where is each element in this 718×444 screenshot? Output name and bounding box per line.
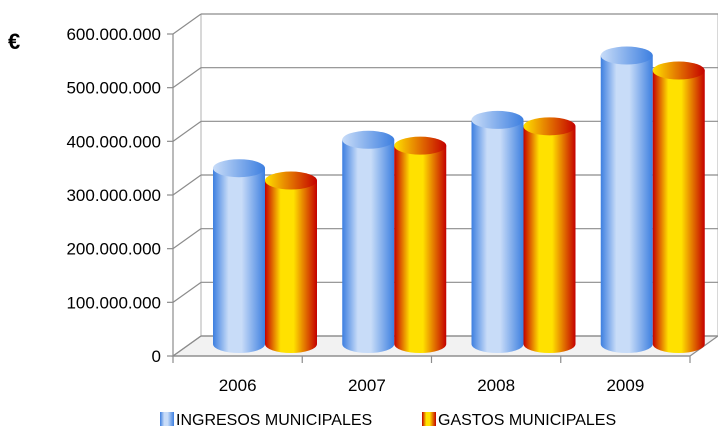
legend-item: INGRESOS MUNICIPALES	[160, 412, 372, 429]
bar-ingresos-2006	[213, 159, 265, 353]
gridline-diag	[172, 335, 202, 357]
bar-body	[471, 119, 524, 354]
bar-body	[265, 180, 317, 353]
gridline-diag	[172, 228, 202, 250]
legend-label: GASTOS MUNICIPALES	[438, 412, 616, 429]
bar-top	[652, 61, 705, 80]
bar-gastos-2009	[652, 61, 705, 353]
bar-top	[394, 136, 447, 155]
y-tick-label: 100.000.000	[66, 293, 161, 312]
bar-top	[342, 130, 395, 149]
y-tick-label: 600.000.000	[66, 25, 161, 44]
x-tick-label: 2007	[348, 376, 386, 395]
x-axis-labels: 2006 2007 2008 2009	[219, 376, 645, 395]
x-tick-label: 2009	[606, 376, 644, 395]
y-axis-labels: 0 100.000.000 200.000.000 300.000.000 400.00…	[66, 25, 161, 366]
y-tick-label: 400.000.000	[66, 132, 161, 151]
legend-item: GASTOS MUNICIPALES	[422, 412, 616, 429]
bar-body	[652, 70, 705, 353]
y-tick-label: 0	[152, 347, 161, 366]
gridline-diag	[172, 67, 202, 89]
x-tick-label: 2008	[477, 376, 515, 395]
bars	[213, 46, 705, 354]
bar-ingresos-2009	[600, 46, 653, 354]
y-tick-label: 200.000.000	[66, 240, 161, 259]
bar-ingresos-2007	[342, 130, 395, 353]
legend: INGRESOS MUNICIPALES GASTOS MUNICIPALES	[160, 412, 616, 429]
legend-label: INGRESOS MUNICIPALES	[176, 412, 372, 429]
y-tick-label: 300.000.000	[66, 186, 161, 205]
bar-gastos-2008	[523, 117, 576, 354]
bar-body	[213, 168, 265, 353]
gridline-diag	[172, 120, 202, 142]
bar-body	[394, 145, 447, 353]
x-tick-label: 2006	[219, 376, 257, 395]
legend-swatch	[422, 412, 436, 426]
bar-body	[523, 126, 576, 354]
bar-gastos-2007	[394, 136, 447, 353]
bar-top	[600, 46, 653, 65]
bar-top	[213, 159, 265, 178]
bar-top	[471, 110, 524, 129]
gridline-diag	[172, 13, 202, 35]
gridline-diag	[172, 174, 202, 196]
bar-body	[600, 55, 653, 354]
y-tick-label: 500.000.000	[66, 79, 161, 98]
legend-swatch	[160, 412, 174, 426]
bar-top	[265, 171, 317, 190]
gridline-diag	[172, 281, 202, 303]
bar-ingresos-2008	[471, 110, 524, 354]
bar-gastos-2006	[265, 171, 317, 353]
bar-top	[523, 117, 576, 136]
bar-body	[342, 139, 395, 353]
y-axis-unit-label: €	[8, 29, 20, 54]
